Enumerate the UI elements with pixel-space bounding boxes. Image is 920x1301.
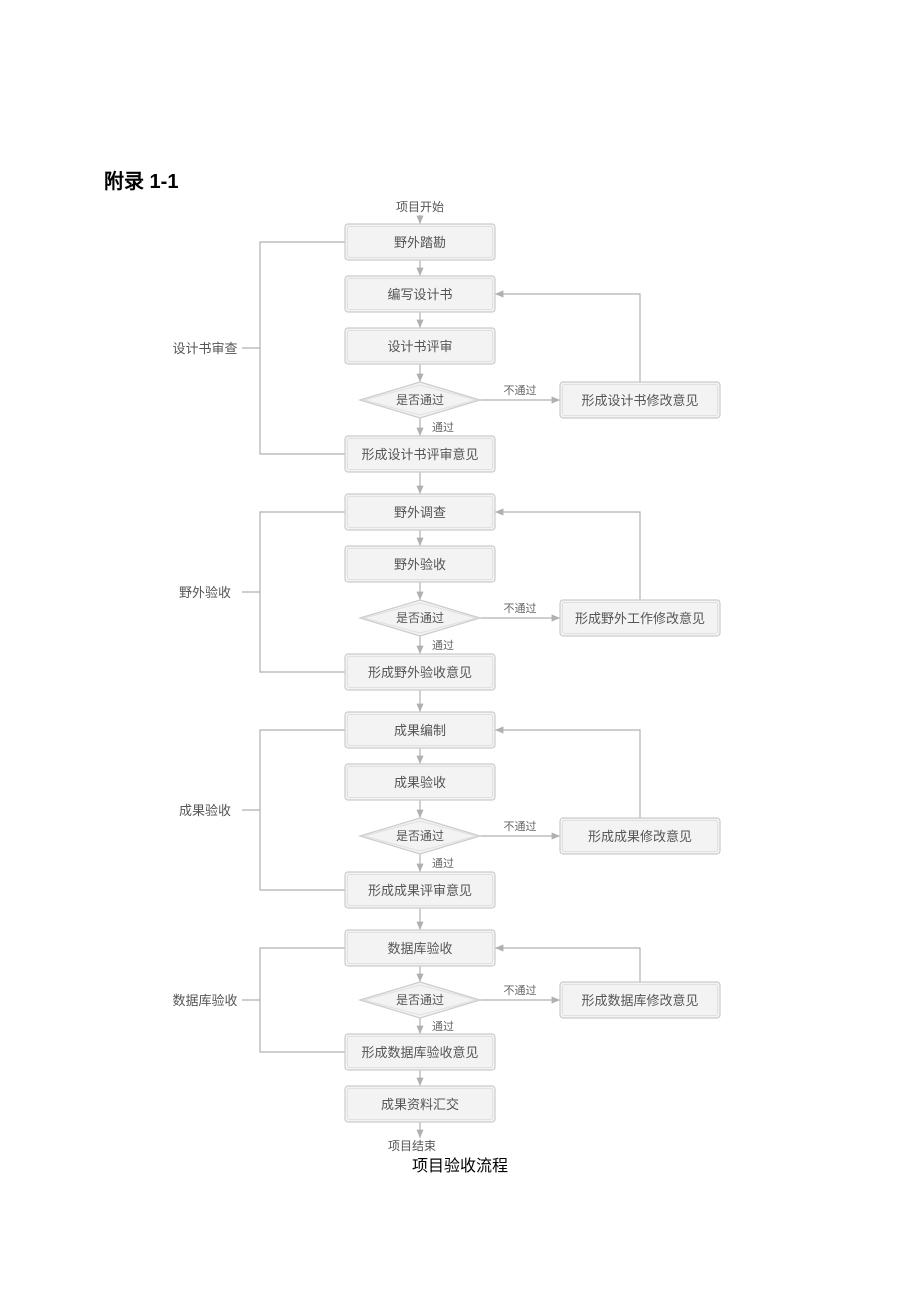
svg-text:不通过: 不通过 xyxy=(504,984,537,997)
svg-text:项目结束: 项目结束 xyxy=(388,1139,436,1153)
flowchart-canvas: 通过不通过通过不通过通过不通过通过不通过设计书审查野外验收成果验收数据库验收项目… xyxy=(0,0,920,1301)
svg-text:通过: 通过 xyxy=(432,857,454,870)
svg-text:形成数据库修改意见: 形成数据库修改意见 xyxy=(581,993,698,1008)
svg-text:项目开始: 项目开始 xyxy=(396,200,444,214)
svg-text:通过: 通过 xyxy=(432,421,454,434)
diagram-caption: 项目验收流程 xyxy=(360,1152,560,1176)
svg-text:形成野外验收意见: 形成野外验收意见 xyxy=(368,665,472,680)
svg-text:通过: 通过 xyxy=(432,1020,454,1033)
svg-text:形成设计书修改意见: 形成设计书修改意见 xyxy=(581,393,698,408)
svg-text:野外验收: 野外验收 xyxy=(394,557,446,572)
svg-text:野外验收: 野外验收 xyxy=(179,585,231,600)
svg-text:成果编制: 成果编制 xyxy=(394,723,446,738)
svg-text:形成成果修改意见: 形成成果修改意见 xyxy=(588,829,692,844)
svg-text:设计书审查: 设计书审查 xyxy=(172,341,237,356)
svg-text:成果资料汇交: 成果资料汇交 xyxy=(381,1097,459,1112)
svg-text:数据库验收: 数据库验收 xyxy=(172,993,237,1008)
svg-text:不通过: 不通过 xyxy=(504,820,537,833)
svg-text:形成野外工作修改意见: 形成野外工作修改意见 xyxy=(575,611,705,626)
svg-text:不通过: 不通过 xyxy=(504,602,537,615)
svg-text:是否通过: 是否通过 xyxy=(396,611,444,625)
svg-text:野外调查: 野外调查 xyxy=(394,505,446,520)
svg-text:数据库验收: 数据库验收 xyxy=(387,941,452,956)
svg-text:通过: 通过 xyxy=(432,639,454,652)
svg-text:设计书评审: 设计书评审 xyxy=(387,339,452,354)
svg-text:编写设计书: 编写设计书 xyxy=(387,287,452,302)
svg-text:是否通过: 是否通过 xyxy=(396,993,444,1007)
svg-text:野外踏勘: 野外踏勘 xyxy=(394,235,446,250)
svg-text:形成数据库验收意见: 形成数据库验收意见 xyxy=(361,1045,478,1060)
svg-text:是否通过: 是否通过 xyxy=(396,393,444,407)
nodes: 项目开始野外踏勘编写设计书设计书评审是否通过 形成设计书修改意见形成设计书评审意见… xyxy=(345,200,720,1153)
svg-text:成果验收: 成果验收 xyxy=(394,775,446,790)
svg-text:形成设计书评审意见: 形成设计书评审意见 xyxy=(361,447,478,462)
svg-text:不通过: 不通过 xyxy=(504,384,537,397)
svg-text:形成成果评审意见: 形成成果评审意见 xyxy=(368,883,472,898)
svg-text:成果验收: 成果验收 xyxy=(179,803,231,818)
svg-text:是否通过: 是否通过 xyxy=(396,829,444,843)
groups: 设计书审查野外验收成果验收数据库验收 xyxy=(172,242,345,1052)
